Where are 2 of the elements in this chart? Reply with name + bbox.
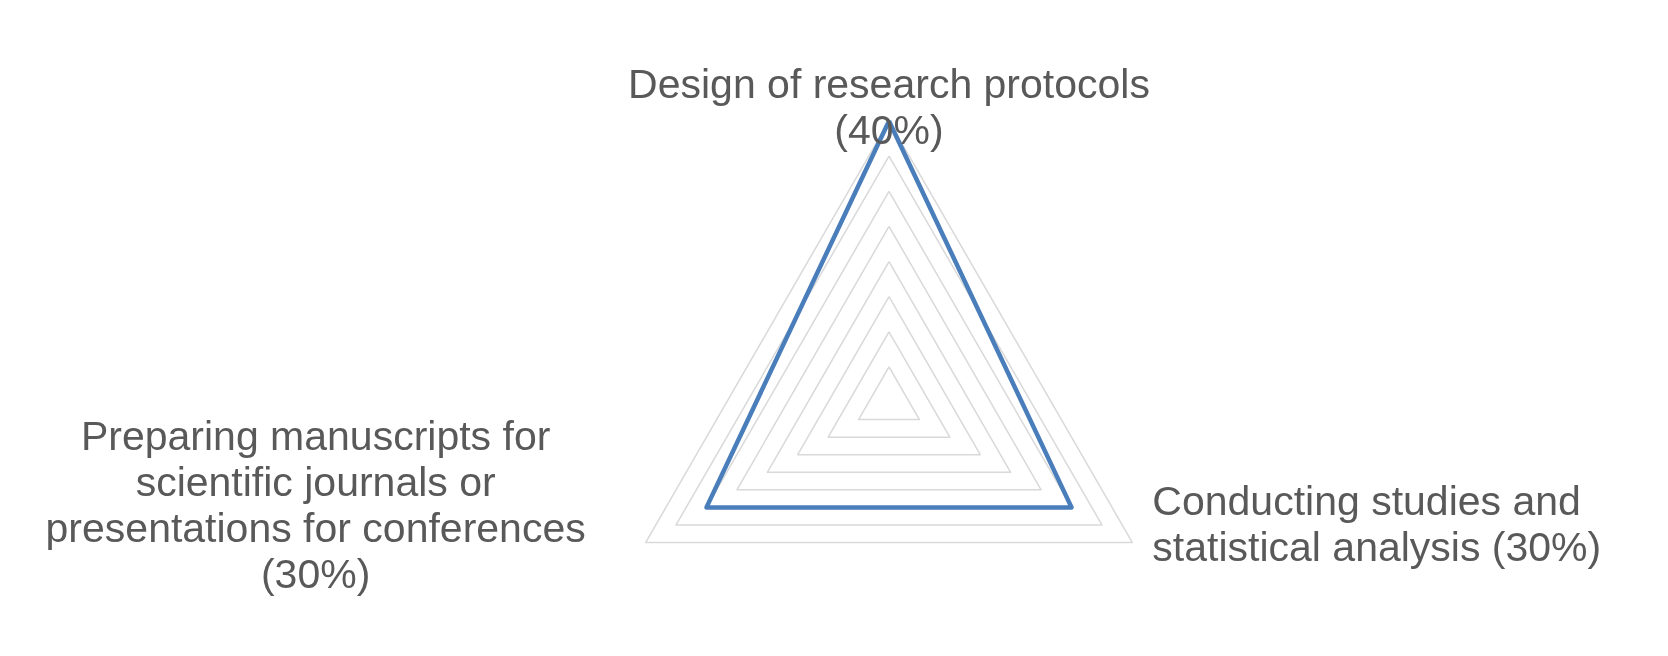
spoke-label: Preparing manuscripts for scientific journals or presentations for conferences (30%) bbox=[45, 412, 586, 597]
spoke-label: Conducting studies and statistical analysis (30%) bbox=[1152, 477, 1602, 570]
